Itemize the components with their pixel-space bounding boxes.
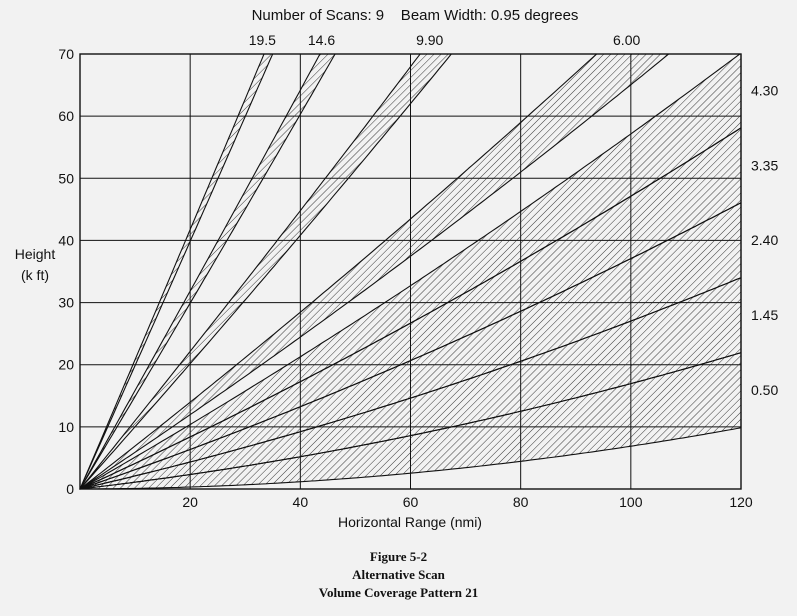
beam-14.6 [79, 53, 336, 490]
x-axis-label: Horizontal Range (nmi) [338, 514, 482, 530]
y-axis-label-line2: (k ft) [21, 267, 49, 283]
beam-label: 19.5 [249, 32, 276, 48]
beam-label: 1.45 [751, 307, 778, 323]
beam-6.00 [79, 53, 670, 490]
y-axis-label-line1: Height [15, 246, 56, 262]
figure-caption-line2: Volume Coverage Pattern 21 [318, 585, 479, 600]
y-tick-label: 60 [58, 108, 74, 124]
beam-19.5 [79, 53, 274, 490]
beam-label: 9.90 [416, 32, 443, 48]
y-tick-label: 50 [58, 170, 74, 186]
x-tick-label: 20 [182, 494, 198, 510]
beam-label: 14.6 [308, 32, 335, 48]
x-tick-label: 60 [403, 494, 419, 510]
y-tick-label: 70 [58, 46, 74, 62]
x-tick-label: 100 [619, 494, 643, 510]
beam-label: 2.40 [751, 232, 778, 248]
beam-label: 0.50 [751, 382, 778, 398]
x-tick-label: 120 [729, 494, 753, 510]
y-tick-label: 30 [58, 295, 74, 311]
x-tick-label: 80 [513, 494, 529, 510]
y-tick-label: 10 [58, 419, 74, 435]
chart-title: Number of Scans: 9 Beam Width: 0.95 degr… [252, 7, 579, 24]
x-tick-label: 40 [293, 494, 309, 510]
y-tick-label: 40 [58, 232, 74, 248]
plot-frame [79, 53, 742, 490]
beam-label: 3.35 [751, 157, 778, 173]
y-tick-label: 0 [66, 481, 74, 497]
beam-9.90 [79, 53, 452, 490]
y-tick-label: 20 [58, 357, 74, 373]
figure-caption-line1: Alternative Scan [352, 567, 445, 582]
beam-label: 6.00 [613, 32, 640, 48]
figure-caption-number: Figure 5-2 [369, 549, 428, 564]
beam-label: 4.30 [751, 82, 778, 98]
